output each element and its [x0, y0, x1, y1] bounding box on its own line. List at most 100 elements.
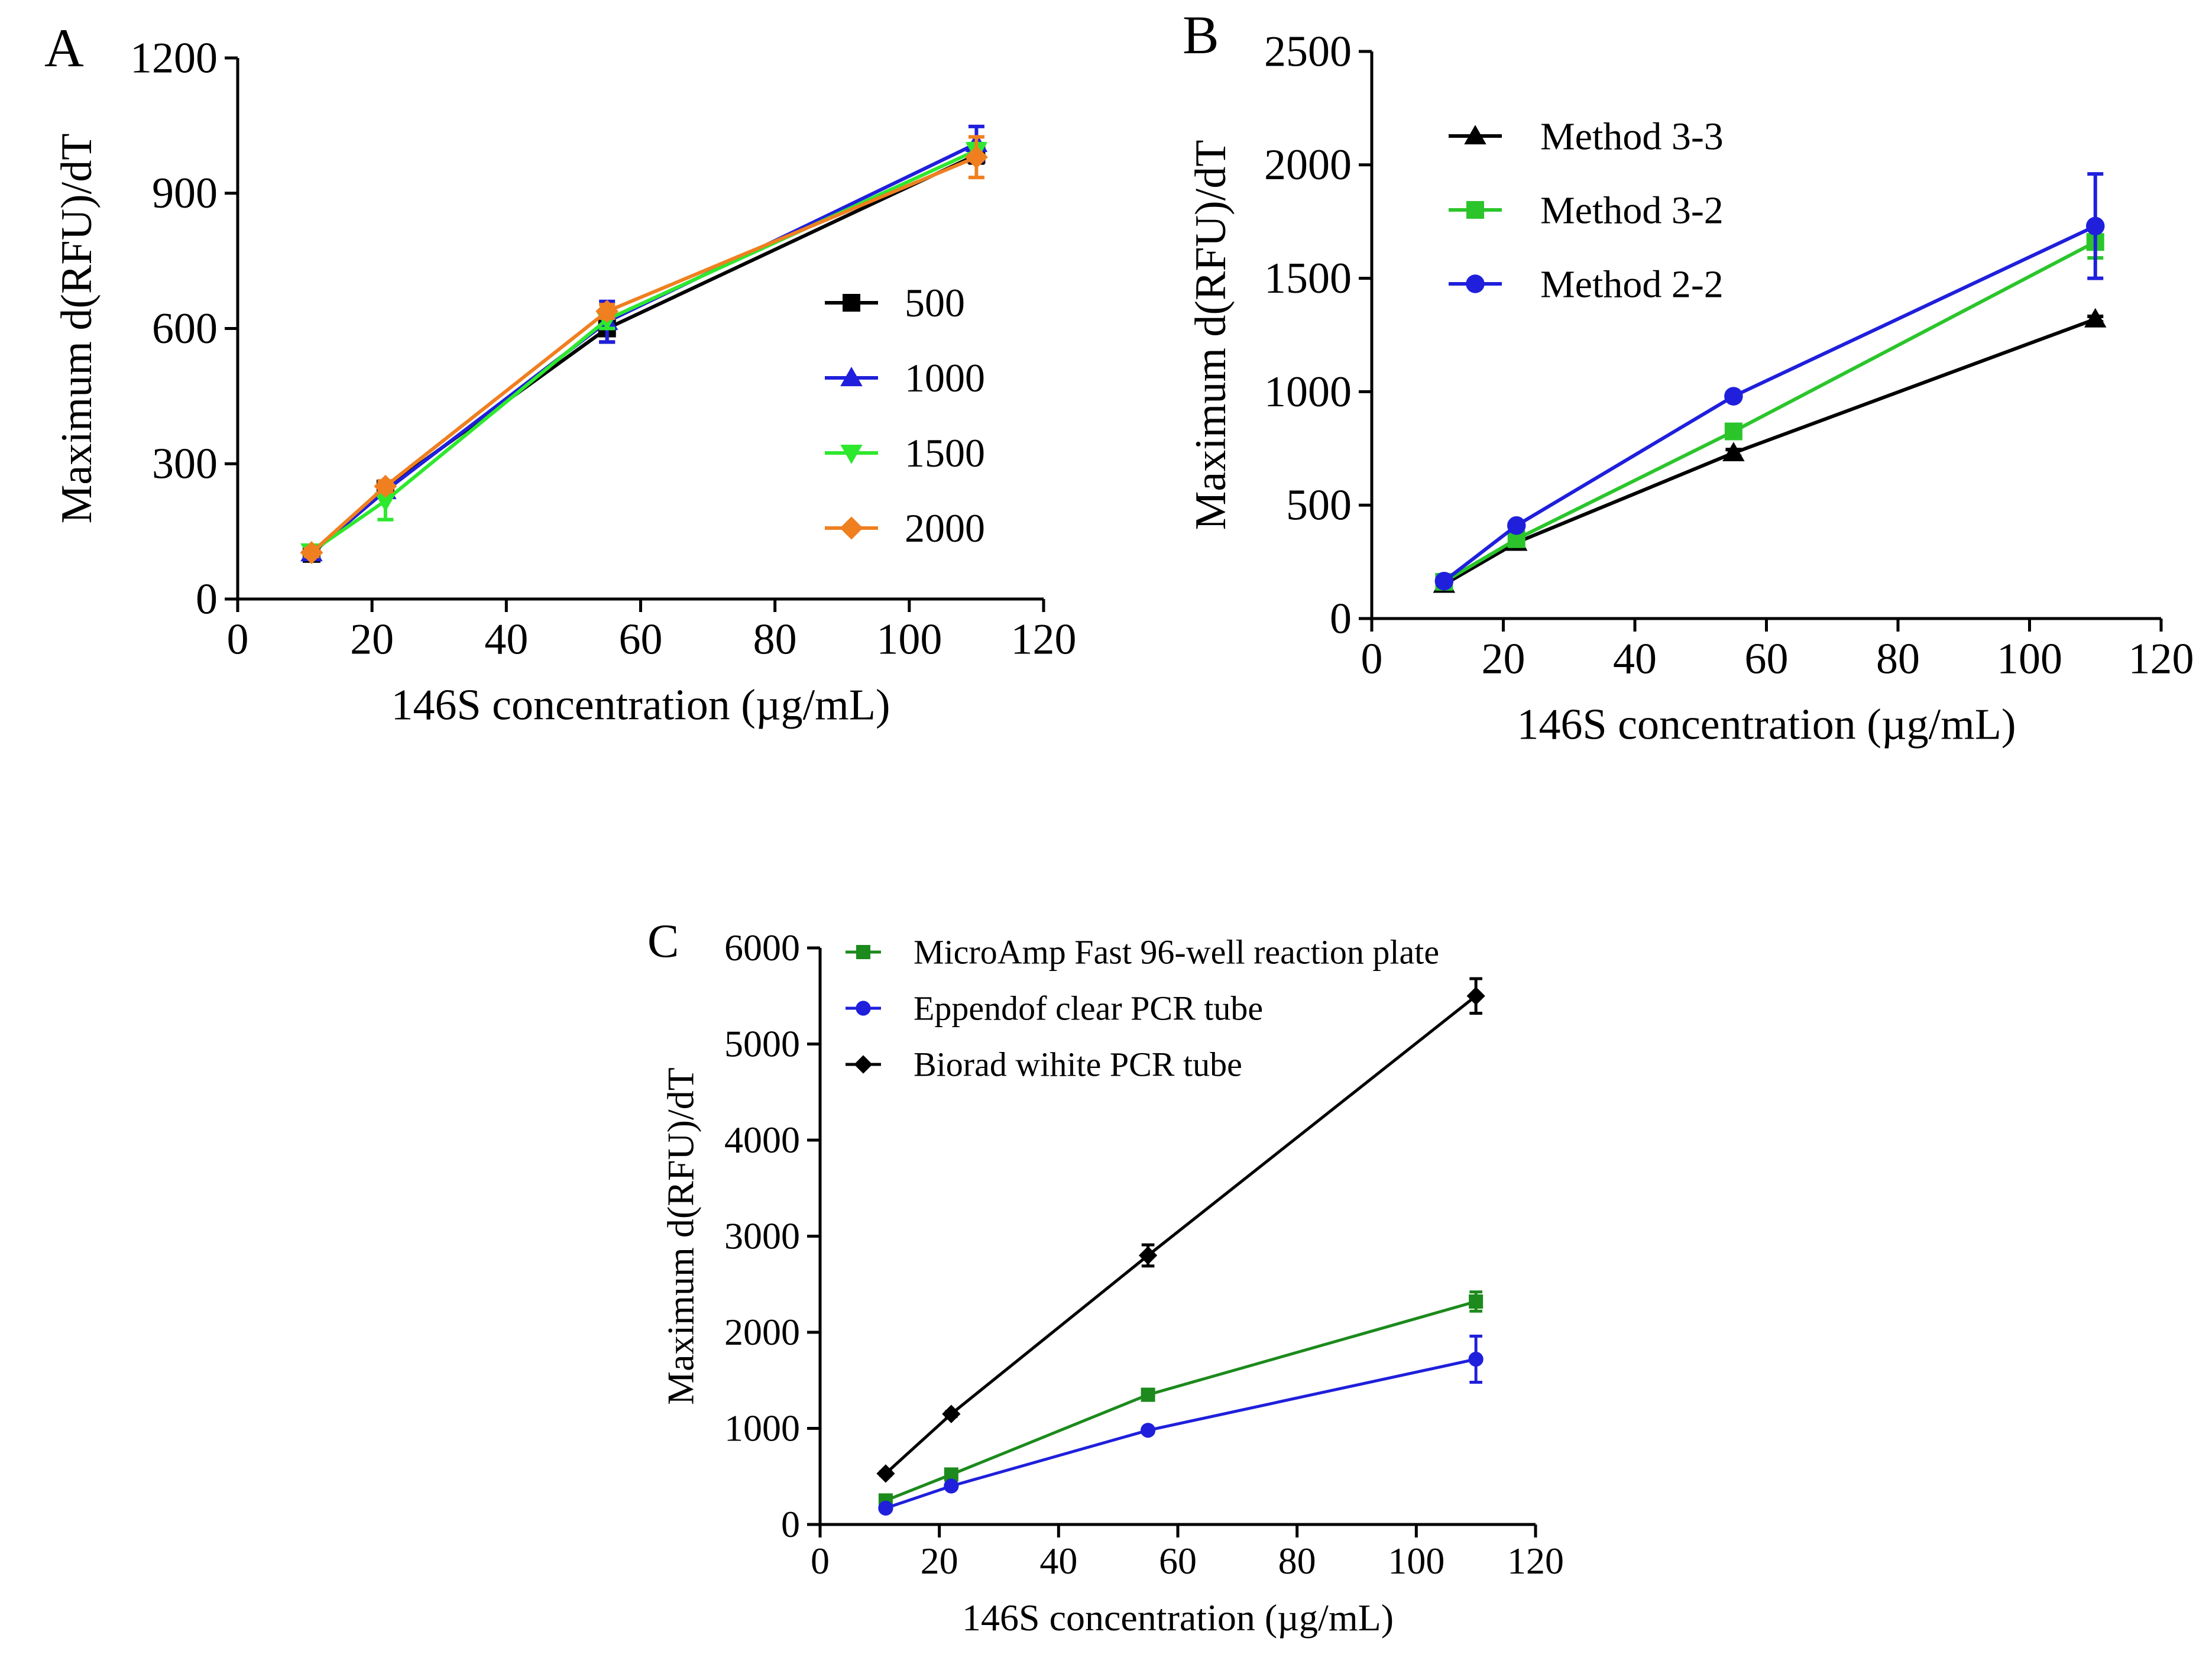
y-tick-label: 1200 — [130, 34, 218, 82]
data-point — [1724, 422, 1742, 441]
data-point — [1466, 986, 1485, 1005]
legend-marker — [840, 367, 863, 387]
x-tick-label: 0 — [811, 1540, 830, 1582]
y-tick-label: 600 — [152, 305, 218, 353]
y-tick-label: 1500 — [1264, 254, 1352, 303]
legend-label: 1000 — [905, 355, 985, 400]
data-point — [1140, 1423, 1156, 1438]
data-point — [595, 300, 619, 323]
series-0 — [878, 1290, 1484, 1508]
x-tick-label: 100 — [1388, 1540, 1444, 1582]
legend-marker — [1464, 125, 1486, 145]
y-tick-label: 1000 — [1264, 368, 1352, 416]
y-tick-label: 1000 — [724, 1407, 800, 1449]
panel-c-chart: C 0 20 40 60 80 100 120 0 1000 2000 3000 4000 5000 600… — [647, 915, 1564, 1639]
data-point — [2084, 307, 2107, 328]
panel-label: C — [647, 915, 679, 967]
series-1 — [878, 1335, 1484, 1516]
legend-label: Method 3-3 — [1540, 115, 1724, 158]
data-point — [374, 474, 397, 498]
y-tick-label: 6000 — [724, 927, 800, 969]
x-tick-label: 80 — [1876, 635, 1920, 683]
x-tick-label: 60 — [1159, 1540, 1197, 1582]
legend-label: MicroAmp Fast 96-well reaction plate — [914, 933, 1439, 972]
legend-label: Method 2-2 — [1540, 263, 1724, 306]
series-2 — [876, 977, 1485, 1483]
legend-label: Eppendof clear PCR tube — [914, 989, 1263, 1028]
y-tick-label: 2500 — [1264, 27, 1352, 76]
x-tick-label: 20 — [921, 1540, 958, 1582]
x-tick-label: 20 — [1482, 635, 1525, 683]
x-axis-title: 146S concentration (µg/mL) — [962, 1597, 1394, 1639]
data-point — [964, 145, 988, 169]
data-point — [878, 1500, 893, 1516]
x-axis-title: 146S concentration (µg/mL) — [391, 681, 890, 729]
x-tick-label: 100 — [876, 615, 942, 663]
y-tick-label: 900 — [152, 169, 218, 218]
legend-label: Biorad wihite PCR tube — [914, 1045, 1242, 1084]
series-line-1 — [885, 1358, 1476, 1510]
x-axis-title: 146S concentration (µg/mL) — [1517, 700, 2016, 749]
series-line-3 — [310, 155, 977, 554]
legend-label: 2000 — [905, 506, 985, 551]
data-point — [1722, 442, 1745, 462]
legend-marker — [843, 294, 860, 312]
legend-marker — [840, 444, 863, 464]
series-line-0 — [885, 1300, 1476, 1502]
y-tick-label: 0 — [1330, 594, 1352, 643]
panel-b-chart: B 0 20 40 60 80 100 120 0 500 1000 1500 2000 2500 146S… — [1183, 5, 2194, 749]
y-tick-label: 4000 — [724, 1119, 800, 1161]
y-tick-label: 500 — [1286, 481, 1352, 530]
legend-label: 1500 — [905, 430, 985, 475]
data-point — [1434, 571, 1454, 591]
data-point — [944, 1478, 959, 1494]
y-tick-label: 300 — [152, 440, 218, 488]
legend-marker — [856, 1001, 871, 1016]
x-tick-label: 60 — [619, 615, 663, 663]
data-point — [2086, 216, 2105, 236]
legend-marker — [854, 1055, 873, 1074]
x-tick-label: 0 — [1361, 635, 1383, 683]
x-tick-label: 40 — [1613, 635, 1657, 683]
y-axis-title: Maximum d(RFU)/dT — [1187, 140, 1235, 530]
series-line-2 — [1443, 224, 2097, 583]
data-point — [1138, 1246, 1158, 1265]
y-axis-title: Maximum d(RFU)/dT — [660, 1067, 702, 1405]
data-point — [876, 1464, 895, 1483]
legend-marker — [840, 516, 863, 540]
y-tick-label: 0 — [781, 1503, 800, 1545]
legend-marker — [1466, 274, 1485, 293]
x-tick-label: 60 — [1745, 635, 1789, 683]
x-tick-label: 120 — [2129, 635, 2194, 683]
y-tick-label: 2000 — [1264, 141, 1352, 189]
y-tick-label: 3000 — [724, 1215, 800, 1257]
legend: MicroAmp Fast 96-well reaction plate Eppe… — [846, 933, 1439, 1084]
legend-marker — [856, 945, 870, 959]
x-tick-label: 40 — [1039, 1540, 1077, 1582]
x-tick-label: 20 — [350, 615, 394, 663]
panel-label: A — [44, 18, 84, 79]
data-point — [300, 540, 323, 564]
x-tick-label: 0 — [227, 615, 249, 663]
series-line-0 — [1443, 317, 2096, 587]
x-tick-label: 100 — [1997, 635, 2062, 683]
data-point — [1469, 1294, 1484, 1309]
x-tick-label: 80 — [753, 615, 797, 663]
y-tick-label: 2000 — [724, 1311, 800, 1353]
y-axis-title: Maximum d(RFU)/dT — [53, 134, 101, 524]
y-tick-label: 0 — [196, 575, 218, 623]
data-point — [1507, 516, 1526, 535]
data-point — [1724, 387, 1743, 406]
legend-label: 500 — [905, 280, 965, 325]
x-tick-label: 120 — [1507, 1540, 1564, 1582]
data-point — [942, 1404, 961, 1423]
x-tick-label: 120 — [1011, 615, 1077, 663]
series-3 — [300, 135, 988, 564]
series-line-2 — [885, 995, 1477, 1475]
y-tick-label: 5000 — [724, 1023, 800, 1065]
data-point — [374, 492, 397, 512]
legend-label: Method 3-2 — [1540, 189, 1724, 232]
series-2 — [1434, 172, 2105, 591]
